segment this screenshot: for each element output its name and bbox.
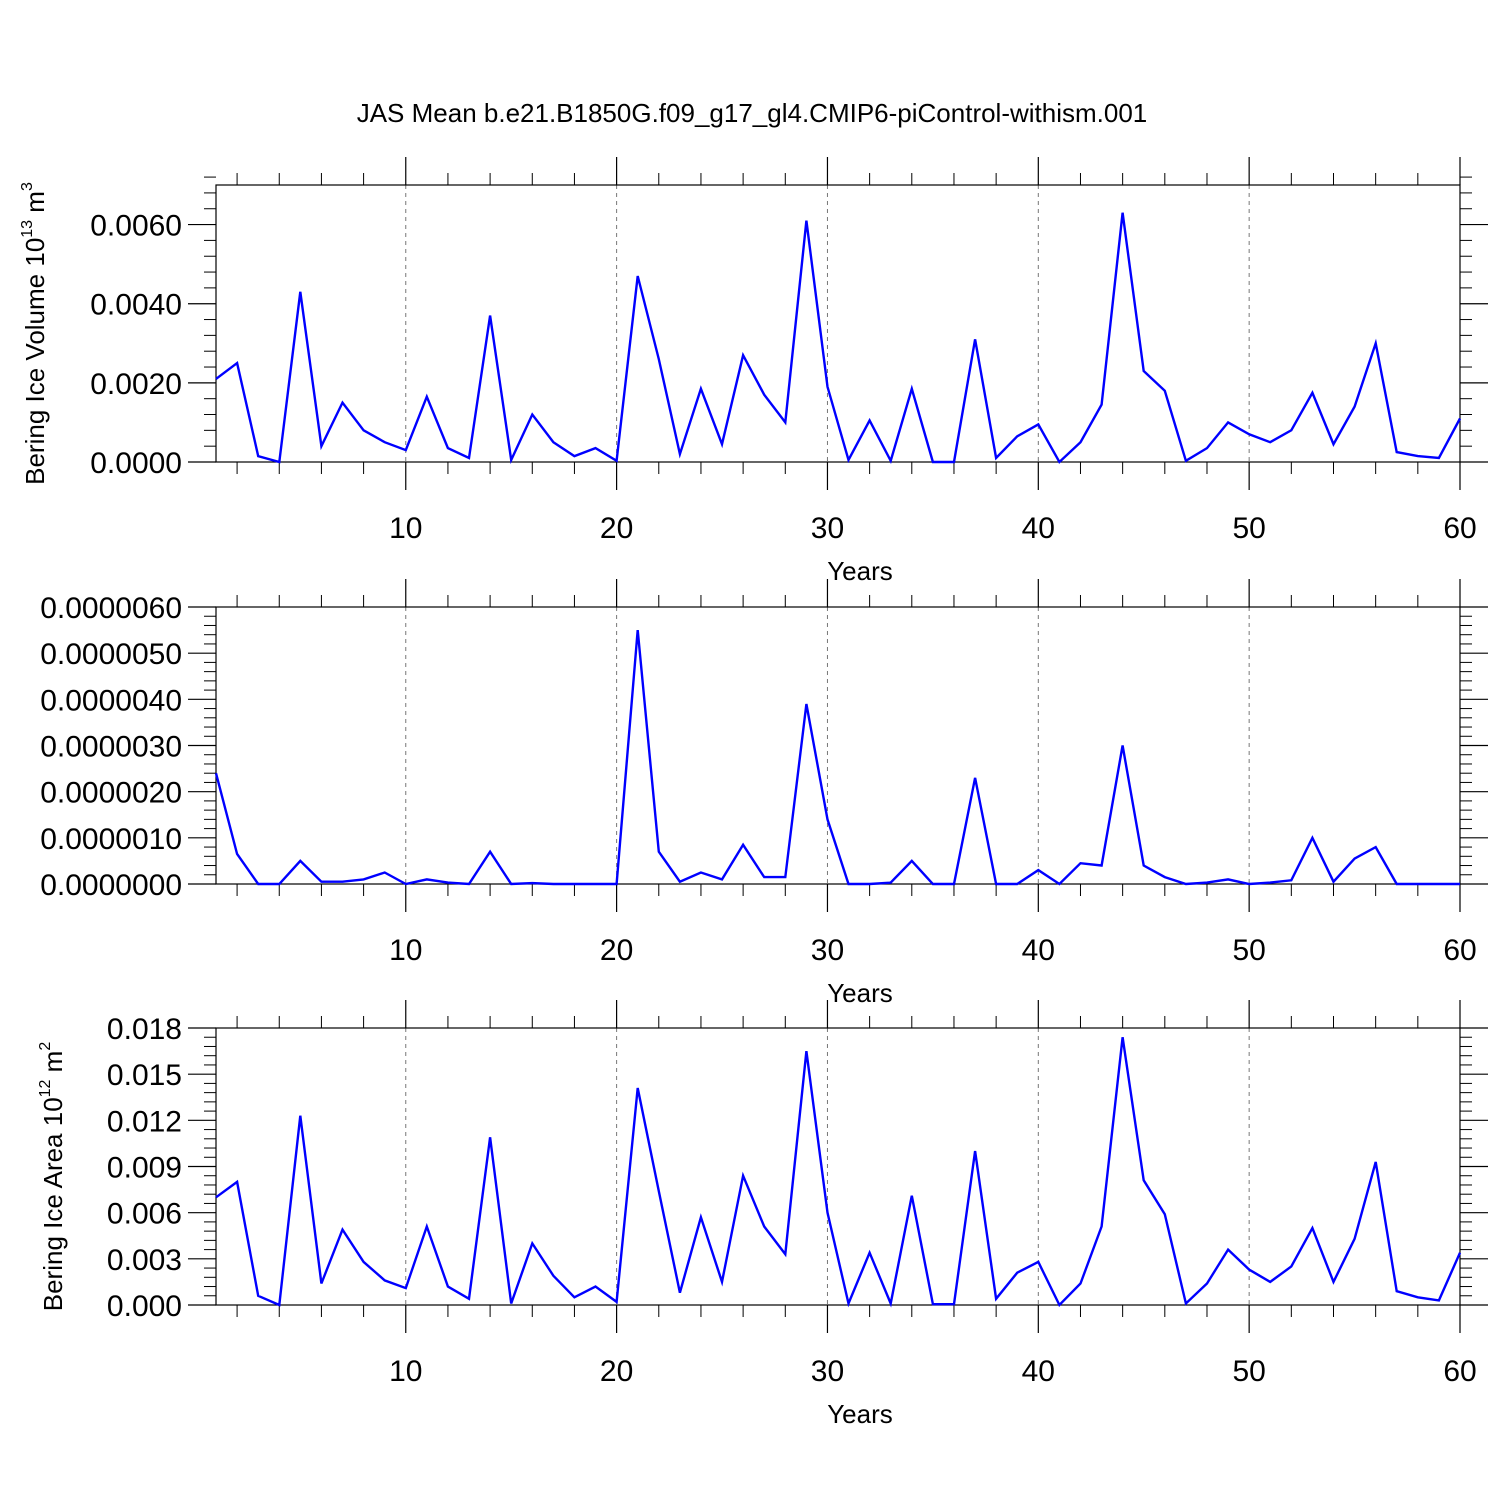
y-tick-label: 0.0000060	[40, 592, 182, 625]
series-line	[215, 1037, 1462, 1308]
x-axis-label: Years	[827, 556, 893, 586]
y-tick-label: 0.0000000	[40, 869, 182, 902]
y-tick-label: 0.0000020	[40, 777, 182, 810]
x-tick-label: 20	[600, 512, 633, 545]
x-tick-label: 50	[1232, 512, 1265, 545]
x-tick-label: 20	[600, 934, 633, 967]
chart-panels: 10 20 30 40 50 60 0.0000 0.0020 0.0040 0.0060 Year…	[19, 157, 1488, 1429]
y-tick-label: 0.0060	[90, 210, 182, 243]
chart-title: JAS Mean b.e21.B1850G.f09_g17_gl4.CMIP6-…	[357, 98, 1148, 128]
y-tick-label: 0.0040	[90, 289, 182, 322]
y-tick-label: 0.003	[107, 1244, 182, 1277]
y-tick-label: 0.0000040	[40, 684, 182, 717]
x-tick-label: 50	[1232, 1355, 1265, 1388]
y-tick-label: 0.006	[107, 1198, 182, 1231]
x-tick-label: 30	[811, 1355, 844, 1388]
series-line	[214, 629, 1460, 886]
x-tick-label: 60	[1443, 1355, 1476, 1388]
chart-panel-2: 10 20 30 40 50 60 0.0000000 0.0000010 0.0000020 0…	[40, 579, 1488, 1008]
y-axis-label: Bering Ice Area 1012 m2	[37, 1042, 68, 1312]
plot-frame	[215, 1027, 1461, 1306]
x-tick-label: 60	[1443, 934, 1476, 967]
x-tick-label: 30	[811, 512, 844, 545]
y-tick-label: 0.0000010	[40, 823, 182, 856]
y-tick-label: 0.0000030	[40, 731, 182, 764]
x-tick-label: 10	[389, 1355, 422, 1388]
y-tick-label: 0.018	[107, 1013, 182, 1046]
y-tick-label: 0.000	[107, 1290, 182, 1323]
y-axis-label: Bering Ice Volume 1013 m3	[19, 182, 50, 485]
x-tick-label: 40	[1022, 934, 1055, 967]
plot-frame	[215, 606, 1461, 885]
x-tick-label: 30	[811, 934, 844, 967]
chart-panel-3: 10 20 30 40 50 60 0.000 0.003 0.006 0.009 0.012 0.0…	[37, 1000, 1488, 1429]
x-tick-label: 40	[1022, 512, 1055, 545]
chart-panel-1: 10 20 30 40 50 60 0.0000 0.0020 0.0040 0.0060 Year…	[19, 157, 1488, 586]
x-tick-label: 40	[1022, 1355, 1055, 1388]
x-axis-label: Years	[827, 978, 893, 1008]
x-tick-label: 50	[1232, 934, 1265, 967]
x-tick-label: 60	[1443, 512, 1476, 545]
series-line	[215, 212, 1462, 465]
x-tick-label: 10	[389, 934, 422, 967]
y-tick-label: 0.015	[107, 1059, 182, 1092]
y-tick-label: 0.0020	[90, 368, 182, 401]
x-tick-label: 20	[600, 1355, 633, 1388]
x-tick-label: 10	[389, 512, 422, 545]
y-tick-label: 0.012	[107, 1105, 182, 1138]
y-tick-label: 0.009	[107, 1152, 182, 1185]
y-tick-label: 0.0000	[90, 447, 182, 480]
y-tick-label: 0.0000050	[40, 638, 182, 671]
plot-frame	[215, 184, 1461, 463]
x-axis-label: Years	[827, 1399, 893, 1429]
